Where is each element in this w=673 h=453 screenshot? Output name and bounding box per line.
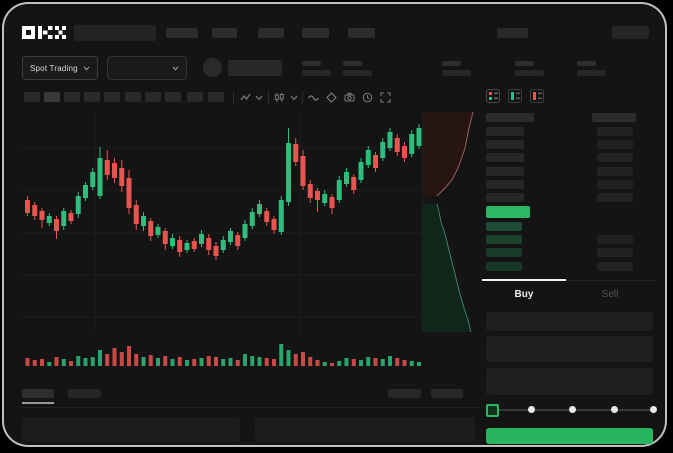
- nav-item-placeholder[interactable]: [348, 28, 375, 38]
- tab-bar-divider: [482, 280, 656, 281]
- stat-label-placeholder: [442, 61, 461, 66]
- orders-tab-placeholder[interactable]: [68, 389, 101, 398]
- camera-snapshot-icon[interactable]: [344, 92, 355, 103]
- ask-amount-placeholder: [597, 153, 633, 162]
- chevron-down-icon[interactable]: [290, 95, 298, 101]
- amount-field-placeholder[interactable]: [486, 336, 653, 362]
- wave-overlay-icon[interactable]: [308, 92, 319, 103]
- asks-only-icon[interactable]: [530, 89, 544, 103]
- orders-panel-placeholder: [22, 417, 240, 442]
- tab-sell[interactable]: Sell: [601, 289, 619, 300]
- book-header-price-placeholder: [486, 113, 534, 122]
- toolbar-divider: [233, 91, 234, 104]
- ask-amount-placeholder: [597, 180, 633, 189]
- ask-price-placeholder[interactable]: [486, 180, 524, 189]
- slider-stop-25[interactable]: [528, 406, 535, 413]
- ask-price-placeholder[interactable]: [486, 127, 524, 136]
- stat-value-placeholder: [343, 70, 372, 76]
- ask-amount-placeholder: [597, 140, 633, 149]
- timeframe-button[interactable]: [64, 92, 80, 102]
- ask-price-placeholder[interactable]: [486, 140, 524, 149]
- stat-value-placeholder: [442, 70, 471, 76]
- timeframe-button[interactable]: [165, 92, 181, 102]
- ask-amount-placeholder: [597, 167, 633, 176]
- timeframe-button[interactable]: [84, 92, 100, 102]
- last-price-badge: [486, 206, 530, 218]
- nav-item-placeholder[interactable]: [212, 28, 237, 38]
- orders-filter-placeholder[interactable]: [431, 389, 463, 398]
- orders-tab-underline: [22, 402, 54, 404]
- price-field-placeholder[interactable]: [486, 312, 653, 331]
- orders-tab-active-placeholder[interactable]: [22, 389, 54, 398]
- timeframe-button[interactable]: [24, 92, 40, 102]
- bids-only-icon[interactable]: [508, 89, 522, 103]
- chevron-down-icon: [83, 65, 90, 71]
- timeframe-button[interactable]: [208, 92, 224, 102]
- depth-chart: [423, 112, 474, 332]
- stat-value-placeholder: [302, 70, 331, 76]
- timeframe-button[interactable]: [145, 92, 161, 102]
- ask-amount-placeholder: [597, 127, 633, 136]
- combined-book-icon[interactable]: [486, 89, 500, 103]
- diamond-draw-icon[interactable]: [326, 92, 337, 103]
- nav-account-button-placeholder[interactable]: [612, 26, 649, 39]
- pair-selector-dropdown[interactable]: [107, 56, 187, 80]
- bid-price-placeholder[interactable]: [486, 222, 522, 231]
- ask-price-placeholder[interactable]: [486, 193, 524, 202]
- stat-label-placeholder: [577, 61, 596, 66]
- timeframe-button[interactable]: [125, 92, 141, 102]
- timeframe-button-active[interactable]: [44, 92, 60, 102]
- bid-price-placeholder[interactable]: [486, 262, 522, 271]
- clock-history-icon[interactable]: [362, 92, 373, 103]
- market-type-label: Spot Trading: [30, 63, 78, 73]
- okx-logo: [22, 26, 66, 39]
- stat-label-placeholder: [515, 61, 534, 66]
- fullscreen-expand-icon[interactable]: [380, 92, 391, 103]
- ask-price-placeholder[interactable]: [486, 167, 524, 176]
- chevron-down-icon[interactable]: [255, 95, 263, 101]
- stat-value-placeholder: [515, 70, 544, 76]
- candle-style-icon[interactable]: [274, 92, 285, 103]
- nav-utility-placeholder[interactable]: [497, 28, 528, 38]
- orders-panel-placeholder: [255, 417, 475, 442]
- bid-amount-placeholder: [597, 248, 633, 257]
- pair-name-placeholder: [228, 60, 282, 76]
- percent-slider-handle[interactable]: [486, 404, 499, 417]
- candlestick-chart[interactable]: [22, 112, 422, 368]
- market-type-dropdown[interactable]: Spot Trading: [22, 56, 98, 80]
- slider-stop-100[interactable]: [650, 406, 657, 413]
- timeframe-button[interactable]: [187, 92, 203, 102]
- bid-amount-placeholder: [597, 262, 633, 271]
- nav-item-placeholder[interactable]: [258, 28, 284, 38]
- nav-item-placeholder[interactable]: [302, 28, 329, 38]
- bid-price-placeholder[interactable]: [486, 235, 522, 244]
- slider-stop-75[interactable]: [611, 406, 618, 413]
- active-tab-indicator: [482, 279, 566, 281]
- depth-divider: [422, 112, 423, 332]
- bid-price-placeholder[interactable]: [486, 248, 522, 257]
- stat-label-placeholder: [343, 61, 362, 66]
- ask-amount-placeholder: [597, 193, 633, 202]
- book-header-amount-placeholder: [592, 113, 636, 122]
- nav-item-placeholder[interactable]: [166, 28, 198, 38]
- orders-filter-placeholder[interactable]: [388, 389, 421, 398]
- timeframe-button[interactable]: [104, 92, 120, 102]
- toolbar-divider: [268, 91, 269, 104]
- bid-amount-placeholder: [597, 235, 633, 244]
- tab-buy[interactable]: Buy: [514, 289, 534, 300]
- orders-divider: [22, 407, 478, 408]
- slider-stop-50[interactable]: [569, 406, 576, 413]
- coin-avatar: [203, 58, 222, 77]
- total-field-placeholder[interactable]: [486, 368, 653, 395]
- stat-label-placeholder: [302, 61, 321, 66]
- toolbar-divider: [302, 91, 303, 104]
- search-bar-placeholder[interactable]: [74, 25, 156, 41]
- stat-value-placeholder: [577, 70, 606, 76]
- chevron-down-icon: [172, 65, 179, 71]
- ask-price-placeholder[interactable]: [486, 153, 524, 162]
- zigzag-line-style-icon[interactable]: [240, 92, 251, 103]
- buy-button[interactable]: [486, 428, 653, 444]
